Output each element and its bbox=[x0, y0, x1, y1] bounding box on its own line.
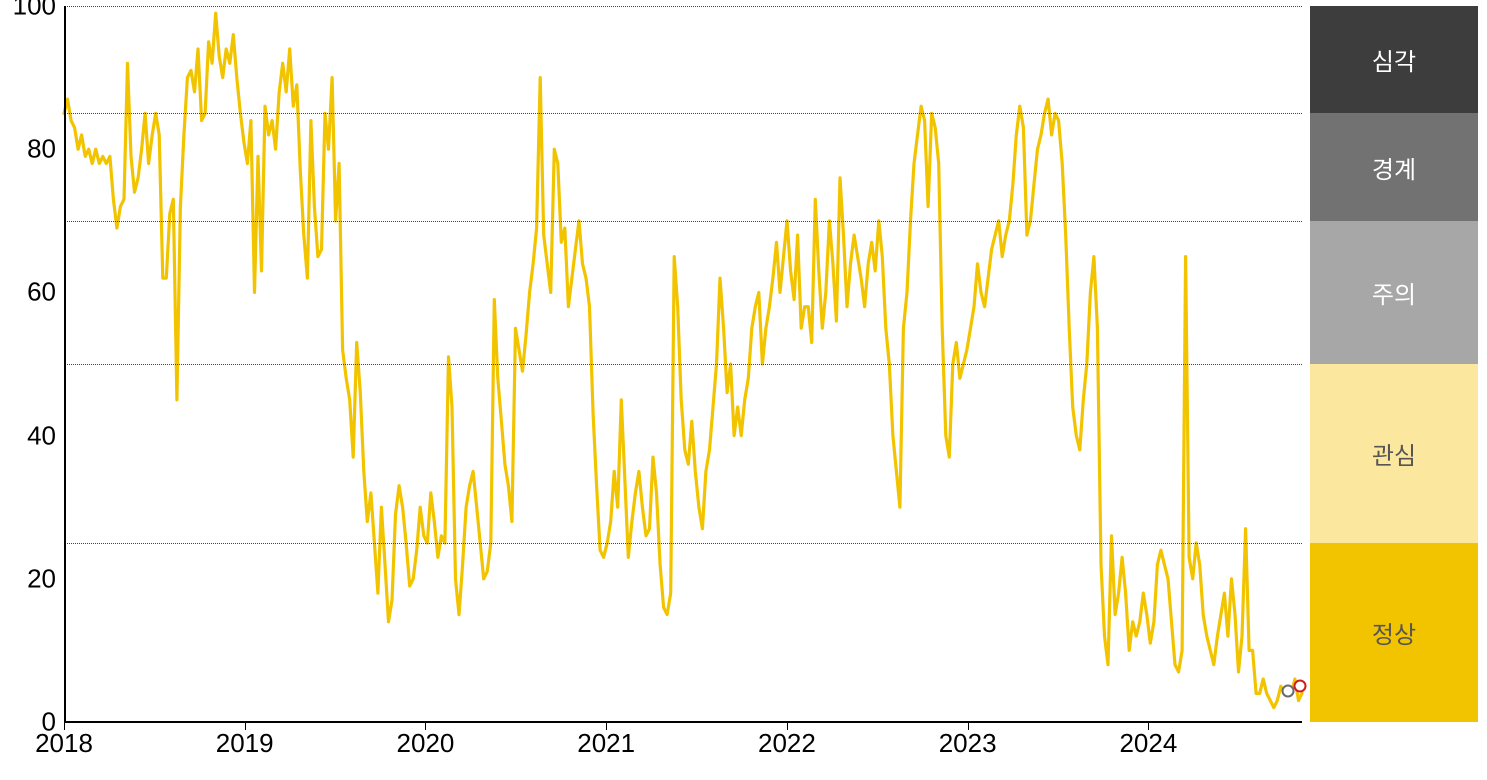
y-tick-label: 20 bbox=[27, 563, 64, 594]
x-tick-label: 2022 bbox=[758, 722, 816, 759]
status-band-label: 정상 bbox=[1372, 615, 1416, 650]
status-band: 경계 bbox=[1310, 113, 1478, 220]
x-tick-label: 2018 bbox=[35, 722, 93, 759]
gridline bbox=[64, 364, 1302, 365]
x-tick-label: 2023 bbox=[939, 722, 997, 759]
gridline bbox=[64, 221, 1302, 222]
status-band-label: 관심 bbox=[1372, 436, 1416, 471]
status-band: 주의 bbox=[1310, 221, 1478, 364]
y-axis-line bbox=[64, 6, 66, 722]
x-tick-label: 2019 bbox=[216, 722, 274, 759]
chart-container: 0204060801002018201920202021202220232024… bbox=[0, 0, 1487, 780]
end-marker bbox=[1293, 680, 1306, 693]
x-tick-label: 2020 bbox=[397, 722, 455, 759]
status-band: 정상 bbox=[1310, 543, 1478, 722]
x-tick-label: 2024 bbox=[1119, 722, 1177, 759]
status-band-label: 경계 bbox=[1372, 150, 1416, 185]
status-band: 심각 bbox=[1310, 6, 1478, 113]
gridline bbox=[64, 543, 1302, 544]
y-tick-label: 80 bbox=[27, 134, 64, 165]
plot-area: 0204060801002018201920202021202220232024 bbox=[64, 6, 1302, 722]
y-tick-label: 40 bbox=[27, 420, 64, 451]
x-tick-label: 2021 bbox=[577, 722, 635, 759]
status-band-column: 심각경계주의관심정상 bbox=[1310, 6, 1478, 722]
status-band: 관심 bbox=[1310, 364, 1478, 543]
y-tick-label: 100 bbox=[13, 0, 64, 22]
status-band-label: 심각 bbox=[1372, 42, 1416, 77]
status-band-label: 주의 bbox=[1372, 275, 1416, 310]
gridline bbox=[64, 113, 1302, 114]
y-tick-label: 60 bbox=[27, 277, 64, 308]
gridline bbox=[64, 6, 1302, 7]
